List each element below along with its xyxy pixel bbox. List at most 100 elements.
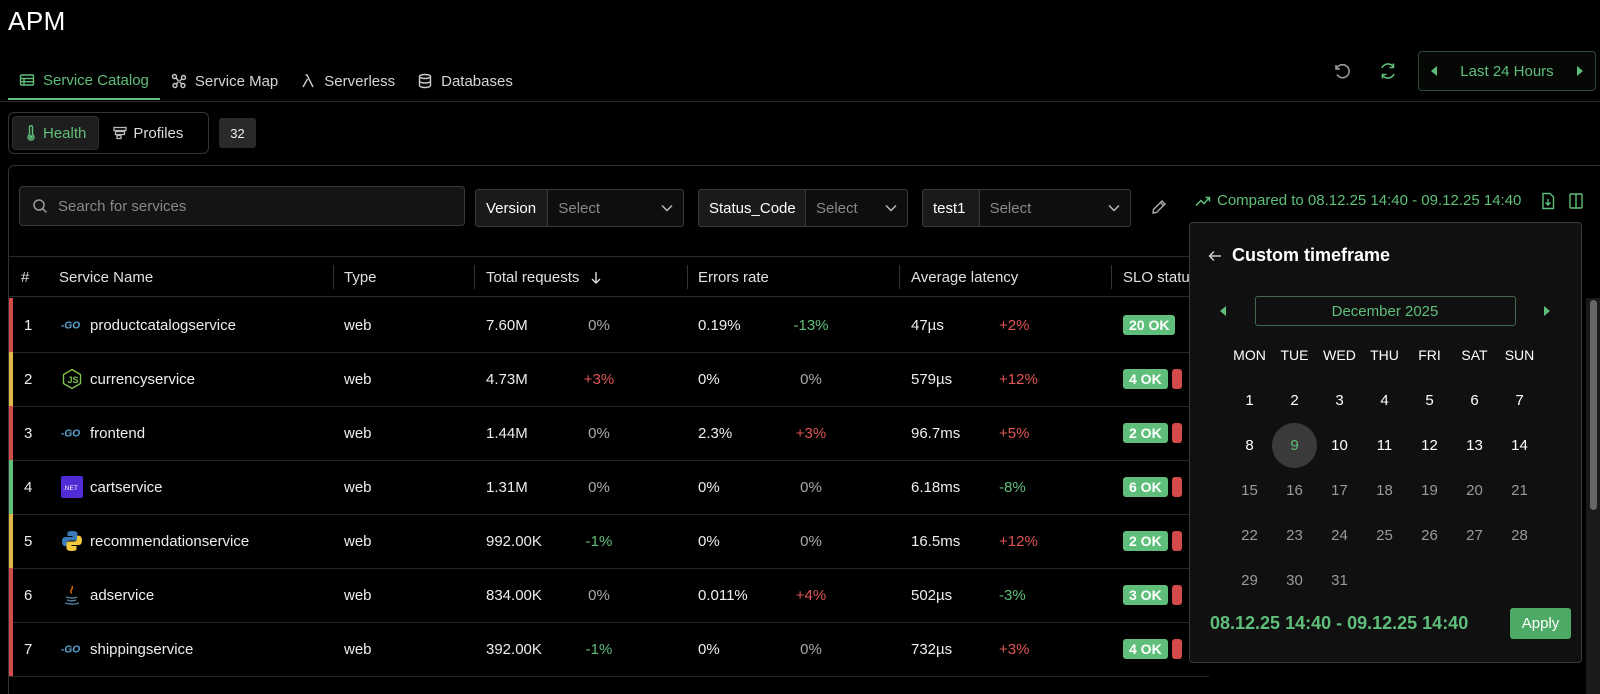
tab-service-map[interactable]: Service Map — [160, 62, 289, 100]
calendar-day[interactable]: 28 — [1511, 527, 1528, 544]
calendar-day[interactable]: 27 — [1466, 527, 1483, 544]
chevron-down-icon — [1108, 204, 1120, 212]
back-arrow-icon[interactable] — [1208, 250, 1222, 262]
apply-button[interactable]: Apply — [1510, 608, 1571, 639]
table-row[interactable]: 6 adservice web 834.00K 0% 0.011% +4% 50… — [9, 568, 1209, 623]
tab-serverless[interactable]: Serverless — [289, 62, 406, 100]
calendar-day[interactable]: 2 — [1290, 392, 1299, 409]
caret-left-icon[interactable] — [1431, 66, 1437, 76]
time-range-button[interactable]: Last 24 Hours — [1418, 51, 1596, 91]
time-range-label: Last 24 Hours — [1460, 62, 1554, 80]
col-total-requests-label: Total requests — [486, 268, 580, 286]
calendar-day[interactable]: 20 — [1466, 482, 1483, 499]
calendar-day[interactable]: 5 — [1425, 392, 1434, 409]
service-name-cell[interactable]: JS currencyservice — [61, 352, 195, 406]
total-requests: 7.60M — [486, 316, 528, 334]
profiles-toggle[interactable]: Profiles — [101, 116, 195, 150]
calendar-day[interactable]: 23 — [1286, 527, 1303, 544]
trend-up-icon — [1195, 196, 1211, 206]
refresh-button[interactable] — [1372, 55, 1404, 87]
col-service-name[interactable]: Service Name — [59, 268, 154, 286]
profiles-label: Profiles — [133, 124, 184, 142]
status-code-select[interactable]: Select — [806, 190, 907, 226]
service-name-cell[interactable]: -GO productcatalogservice — [61, 298, 236, 352]
main-tabs: Service Catalog Service Map Serverless D… — [8, 62, 524, 102]
month-selector[interactable]: December 2025 — [1254, 296, 1516, 326]
search-input[interactable]: Search for services — [19, 186, 465, 226]
errors-change: +4% — [795, 586, 827, 604]
tab-databases[interactable]: Databases — [406, 62, 524, 100]
table-row[interactable]: 4 .NET cartservice web 1.31M 0% 0% 0% 6.… — [9, 460, 1209, 515]
calendar-day[interactable]: 19 — [1421, 482, 1438, 499]
average-latency: 732µs — [911, 640, 953, 658]
weekday-label: TUE — [1280, 347, 1309, 363]
col-errors-rate[interactable]: Errors rate — [698, 268, 769, 286]
lambda-icon — [302, 74, 314, 88]
calendar-day[interactable]: 16 — [1286, 482, 1303, 499]
calendar-day[interactable]: 30 — [1286, 572, 1303, 589]
calendar-day[interactable]: 3 — [1335, 392, 1344, 409]
calendar-day[interactable]: 18 — [1376, 482, 1393, 499]
service-name-cell[interactable]: recommendationservice — [61, 514, 249, 568]
calendar-day[interactable]: 22 — [1241, 527, 1258, 544]
col-index: # — [21, 268, 30, 286]
service-name: adservice — [90, 586, 155, 604]
calendar-day[interactable]: 17 — [1331, 482, 1348, 499]
col-slo-status[interactable]: SLO status — [1123, 268, 1198, 286]
version-select[interactable]: Select — [548, 190, 683, 226]
table-row[interactable]: 5 recommendationservice web 992.00K -1% … — [9, 514, 1209, 569]
tab-label: Service Map — [194, 72, 279, 90]
columns-icon[interactable] — [1568, 192, 1584, 210]
col-average-latency[interactable]: Average latency — [911, 268, 1019, 286]
filter-label: Version — [476, 190, 549, 226]
calendar-day[interactable]: 29 — [1241, 572, 1258, 589]
calendar-day[interactable]: 9 — [1272, 423, 1317, 468]
table-row[interactable]: 1 -GO productcatalogservice web 7.60M 0%… — [9, 298, 1209, 353]
calendar-day[interactable]: 4 — [1380, 392, 1389, 409]
calendar-day[interactable]: 11 — [1376, 437, 1393, 454]
calendar-day[interactable]: 26 — [1421, 527, 1438, 544]
service-name-cell[interactable]: -GO shippingservice — [61, 622, 193, 676]
calendar-day[interactable]: 13 — [1466, 437, 1483, 454]
errors-rate: 0.011% — [698, 586, 748, 604]
calendar-day[interactable]: 25 — [1376, 527, 1393, 544]
health-label: Health — [43, 124, 87, 142]
calendar-day[interactable]: 10 — [1331, 437, 1348, 454]
calendar-day[interactable]: 7 — [1515, 392, 1524, 409]
calendar-day[interactable]: 1 — [1245, 392, 1254, 409]
calendar-day[interactable]: 14 — [1511, 437, 1528, 454]
calendar-day[interactable]: 31 — [1331, 572, 1348, 589]
prev-month-icon[interactable] — [1220, 306, 1226, 316]
calendar-day[interactable]: 15 — [1241, 482, 1258, 499]
dotnet-icon: .NET — [61, 476, 83, 498]
tab-service-catalog[interactable]: Service Catalog — [8, 62, 160, 100]
caret-right-icon[interactable] — [1576, 66, 1583, 76]
table-row[interactable]: 7 -GO shippingservice web 392.00K -1% 0%… — [9, 622, 1209, 677]
next-month-icon[interactable] — [1544, 306, 1550, 316]
calendar-day[interactable]: 21 — [1511, 482, 1528, 499]
undo-button[interactable] — [1326, 55, 1358, 87]
col-type[interactable]: Type — [344, 268, 377, 286]
search-placeholder: Search for services — [58, 197, 187, 215]
svg-text:.NET: .NET — [63, 485, 78, 492]
requests-change: -1% — [585, 640, 613, 658]
calendar-day[interactable]: 8 — [1245, 437, 1254, 454]
calendar-day[interactable]: 24 — [1331, 527, 1348, 544]
edit-filters-button[interactable] — [1150, 198, 1168, 221]
download-icon[interactable] — [1540, 192, 1556, 210]
row-index: 6 — [24, 586, 33, 604]
table-row[interactable]: 2 JS currencyservice web 4.73M +3% 0% 0%… — [9, 352, 1209, 407]
compared-to-label[interactable]: Compared to 08.12.25 14:40 - 09.12.25 14… — [1195, 192, 1521, 209]
col-total-requests[interactable]: Total requests — [486, 257, 601, 297]
service-name-cell[interactable]: .NET cartservice — [61, 460, 163, 514]
scrollbar-thumb[interactable] — [1590, 300, 1597, 510]
slo-ok-badge: 20 OK — [1123, 315, 1176, 335]
service-name-cell[interactable]: -GO frontend — [61, 406, 145, 460]
health-toggle[interactable]: Health — [12, 116, 100, 150]
calendar-day[interactable]: 6 — [1470, 392, 1479, 409]
table-row[interactable]: 3 -GO frontend web 1.44M 0% 2.3% +3% 96.… — [9, 406, 1209, 461]
calendar-day[interactable]: 12 — [1421, 437, 1438, 454]
service-name-cell[interactable]: adservice — [61, 568, 154, 622]
test1-select[interactable]: Select — [979, 190, 1130, 226]
slo-breach-badge — [1171, 369, 1182, 389]
